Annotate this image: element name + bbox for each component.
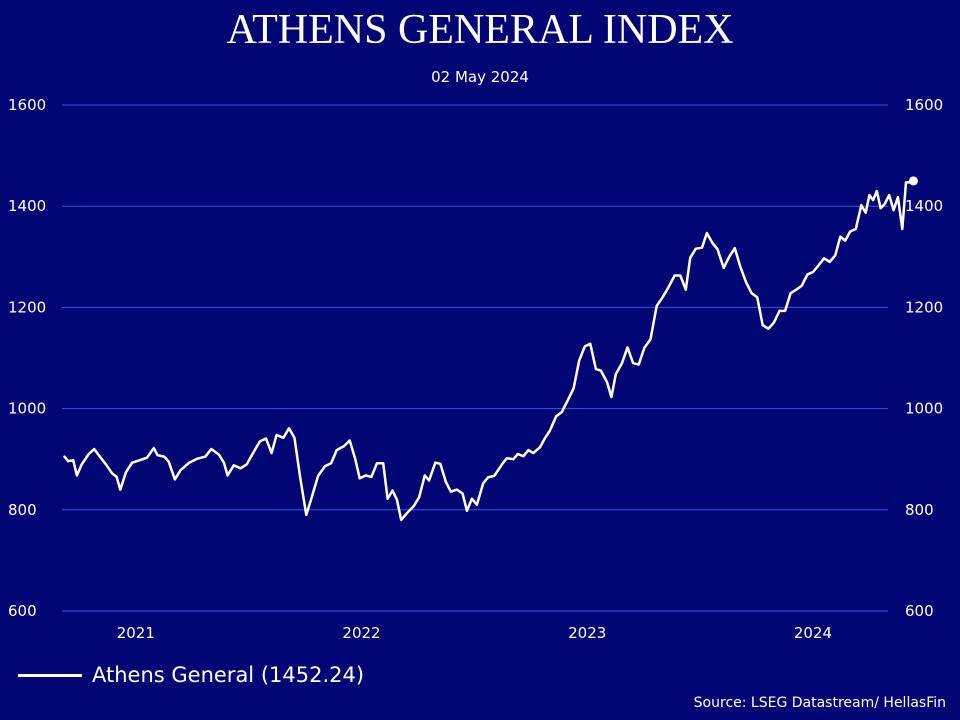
x-tick-label: 2024 xyxy=(794,624,832,642)
y-tick-label-right: 1600 xyxy=(905,96,943,114)
y-tick-label-right: 1000 xyxy=(905,400,943,418)
last-value-marker xyxy=(908,176,918,186)
legend: Athens General (1452.24) xyxy=(18,660,364,690)
y-tick-label-left: 800 xyxy=(8,501,37,519)
x-tick-label: 2021 xyxy=(117,624,155,642)
y-axis-left: 600 800 1000 1200 1400 1600 xyxy=(8,96,46,620)
y-tick-label-left: 1000 xyxy=(8,400,46,418)
y-tick-label-left: 1600 xyxy=(8,96,46,114)
y-axis-right: 600 800 1000 1200 1400 1600 xyxy=(905,96,943,620)
x-tick-label: 2023 xyxy=(568,624,606,642)
y-tick-label-left: 1200 xyxy=(8,298,46,316)
y-tick-label-right: 1400 xyxy=(905,197,943,215)
chart-title: ATHENS GENERAL INDEX xyxy=(226,7,734,53)
x-tick-label: 2022 xyxy=(342,624,380,642)
y-tick-label-left: 1400 xyxy=(8,197,46,215)
chart-subtitle-date: 02 May 2024 xyxy=(431,68,529,86)
y-tick-label-right: 800 xyxy=(905,501,934,519)
x-axis: 2021 2022 2023 2024 xyxy=(117,624,832,642)
legend-label: Athens General (1452.24) xyxy=(92,663,365,687)
y-tick-label-left: 600 xyxy=(8,602,37,620)
series-layer xyxy=(63,176,918,522)
gridlines xyxy=(62,104,888,612)
source-note: Source: LSEG Datastream/ HellasFin xyxy=(693,695,946,711)
y-tick-label-right: 600 xyxy=(905,602,934,620)
series-line-athens-general xyxy=(63,179,915,522)
legend-line-swatch xyxy=(18,673,82,677)
y-tick-label-right: 1200 xyxy=(905,298,943,316)
